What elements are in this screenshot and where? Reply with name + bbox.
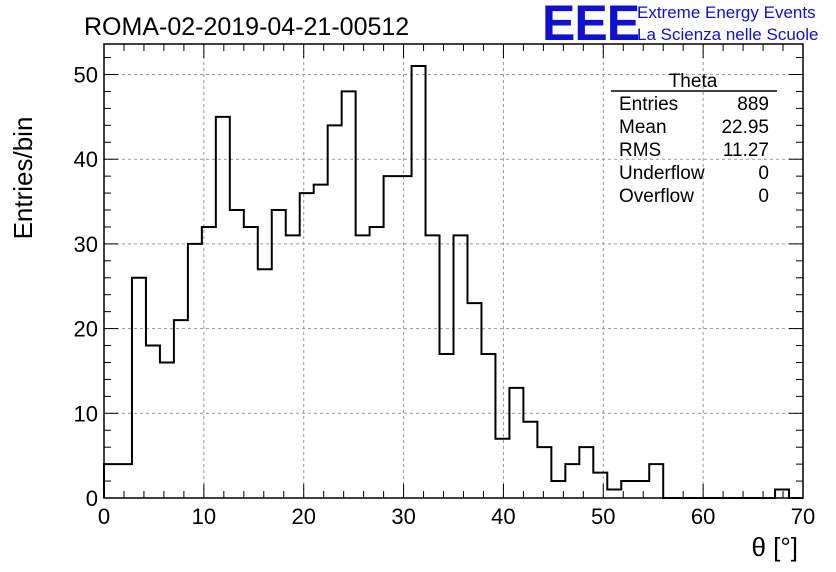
stats-box: Theta Entries 889 Mean 22.95 RMS 11.27 Underfl…: [611, 71, 777, 207]
histogram-bin: [440, 354, 454, 498]
y-tick-labels: 0 10 20 30 40 50: [74, 62, 98, 511]
histogram-bin: [635, 481, 649, 498]
histogram-bin: [509, 388, 523, 498]
stats-row-value: 889: [737, 94, 769, 115]
y-tick-label: 10: [74, 401, 98, 426]
x-tick-label: 60: [691, 504, 715, 529]
histogram-bin: [272, 210, 286, 498]
histogram-outline: [103, 65, 803, 499]
histogram-bin: [356, 235, 370, 498]
histogram-bin: [593, 473, 607, 498]
histogram-bin: [384, 176, 398, 498]
stats-box-name: Theta: [669, 71, 718, 92]
histogram-bin: [607, 490, 621, 498]
x-tick-label: 20: [291, 504, 315, 529]
stats-row-label: RMS: [619, 140, 661, 161]
histogram-bin: [230, 210, 244, 498]
stats-row-value: 0: [758, 186, 769, 207]
histogram-bin: [481, 354, 495, 498]
histogram-bin: [412, 66, 426, 498]
histogram-bins: [104, 66, 789, 498]
histogram-bin: [258, 269, 272, 498]
stats-row-label: Entries: [619, 94, 678, 115]
histogram-bin: [118, 464, 132, 498]
x-tick-label: 0: [98, 504, 110, 529]
histogram-bin: [342, 91, 356, 498]
grid-lines: [104, 44, 803, 498]
histogram-bin: [649, 464, 663, 498]
histogram-bin: [454, 235, 468, 498]
histogram-bin: [523, 422, 537, 498]
run-title: ROMA-02-2019-04-21-00512: [84, 13, 409, 41]
histogram-bin: [146, 346, 160, 498]
y-tick-label: 50: [74, 62, 98, 87]
y-tick-label: 30: [74, 232, 98, 257]
x-tick-label: 40: [491, 504, 515, 529]
histogram-bin: [160, 362, 174, 498]
histogram-bin: [579, 447, 593, 498]
histogram-bin: [775, 490, 789, 498]
logo-line-2: La Scienza nelle Scuole: [637, 25, 818, 44]
y-tick-label: 0: [86, 486, 98, 511]
x-tick-label: 70: [791, 504, 815, 529]
y-tick-label: 40: [74, 147, 98, 172]
histogram-bin: [188, 244, 202, 498]
histogram-bin: [328, 125, 342, 498]
x-tick-labels: 0 10 20 30 40 50 60 70: [98, 504, 815, 529]
histogram-bin: [174, 320, 188, 498]
stats-row-value: 22.95: [721, 117, 769, 138]
histogram-bin: [314, 185, 328, 498]
logo-line-1: Extreme Energy Events: [637, 3, 816, 22]
axis-ticks: [103, 44, 804, 499]
histogram-bin: [286, 235, 300, 498]
stats-row-label: Overflow: [619, 186, 694, 207]
x-axis-title: θ [°]: [751, 532, 798, 562]
stats-row-value: 11.27: [723, 140, 769, 161]
y-tick-label: 20: [74, 317, 98, 342]
x-tick-label: 10: [192, 504, 216, 529]
y-axis-title: Entries/bin: [8, 117, 38, 240]
stats-row-value: 0: [758, 163, 769, 184]
histogram-bin: [370, 227, 384, 498]
plot-frame: [103, 43, 804, 499]
histogram-bin: [398, 176, 412, 498]
histogram-bin: [216, 117, 230, 498]
histogram-bin: [132, 278, 146, 498]
histogram-bin: [300, 193, 314, 498]
histogram-bin: [467, 303, 481, 498]
histogram-bin: [426, 235, 440, 498]
histogram-bin: [244, 227, 258, 498]
x-tick-label: 50: [591, 504, 615, 529]
x-tick-label: 30: [391, 504, 415, 529]
eee-logo: EEE: [542, 0, 639, 51]
histogram-bin: [495, 439, 509, 498]
histogram-bin: [537, 447, 551, 498]
stats-row-label: Mean: [619, 117, 667, 138]
stats-rows: Entries 889 Mean 22.95 RMS 11.27 Underflow 0 Ove…: [619, 94, 769, 207]
histogram-bin: [565, 464, 579, 498]
stats-row-label: Underflow: [619, 163, 705, 184]
